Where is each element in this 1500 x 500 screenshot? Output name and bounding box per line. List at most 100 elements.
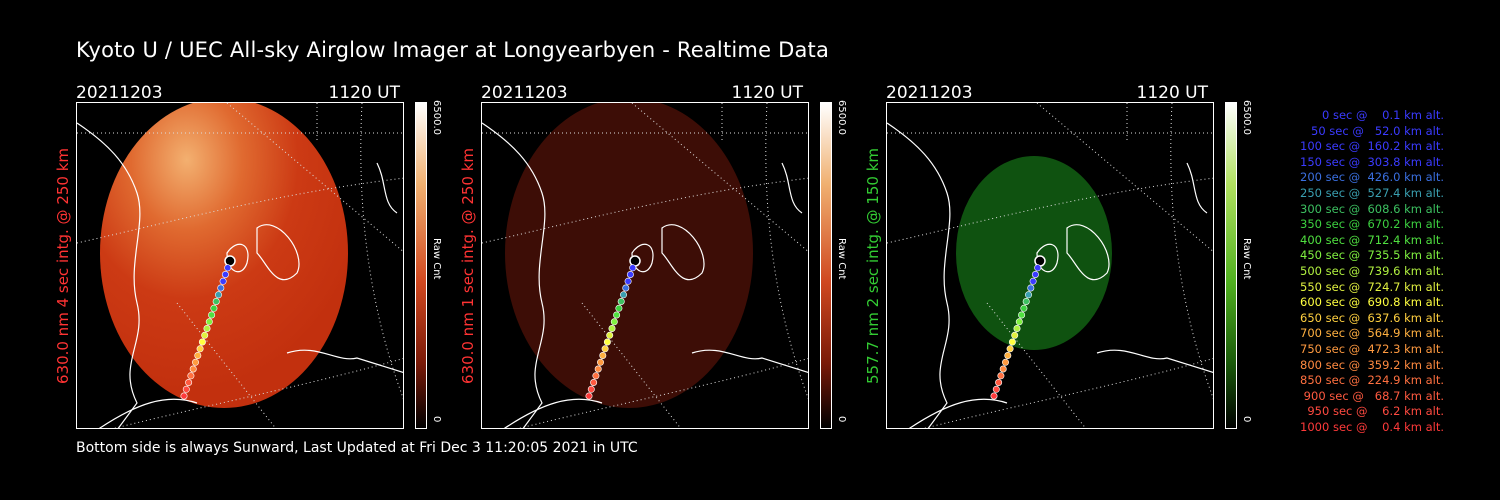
trajectory-point: [1013, 325, 1021, 333]
legend-item: 0 sec @ 0.1 km alt.: [1311, 108, 1444, 122]
legend-item: 250 sec @ 527.4 km alt.: [1296, 185, 1444, 200]
legend-item: 550 sec @ 724.7 km alt.: [1296, 279, 1444, 294]
trajectory-point: [194, 352, 202, 360]
trajectory-point: [626, 271, 634, 279]
legend-item: 850 sec @ 224.9 km alt.: [1296, 373, 1444, 388]
panel-2-image: [481, 102, 809, 429]
trajectory-point: [624, 277, 632, 285]
trajectory-point: [597, 358, 605, 366]
trajectory-point: [629, 264, 637, 272]
airglow-ellipse: [505, 103, 753, 408]
trajectory-point: [189, 365, 197, 373]
panel-3-colorbar: [1225, 102, 1237, 429]
trajectory-point: [997, 372, 1005, 380]
legend-item: 800 sec @ 359.2 km alt.: [1296, 357, 1444, 372]
legend-item: 1000 sec @ 0.4 km alt.: [1300, 419, 1444, 434]
trajectory-point: [180, 392, 188, 400]
panel-2-colorbar-max: 6500.0: [836, 100, 847, 135]
trajectory-point: [215, 291, 223, 299]
trajectory-point: [990, 392, 998, 400]
page-title: Kyoto U / UEC All-sky Airglow Imager at …: [76, 38, 830, 62]
panel-2-date: 20211203: [481, 83, 568, 103]
legend-item: 50 sec @ 52.0 km alt.: [1303, 123, 1444, 138]
trajectory-point: [592, 372, 600, 380]
trajectory-point: [617, 298, 625, 306]
panel-1-time: 1120 UT: [328, 83, 401, 103]
panel-3-side-label-box: 557.7 nm 2 sec intg. @ 150 km: [862, 102, 884, 429]
trajectory-point: [1025, 291, 1033, 299]
trajectory-point: [208, 311, 216, 319]
trajectory-point: [224, 255, 236, 267]
trajectory-point: [212, 298, 220, 306]
legend-item: 900 sec @ 68.7 km alt.: [1300, 388, 1444, 403]
trajectory-point: [1022, 298, 1030, 306]
legend-item: 650 sec @ 637.6 km alt.: [1296, 310, 1444, 325]
panel-3-image: [886, 102, 1214, 429]
trajectory-point: [1002, 358, 1010, 366]
trajectory-point: [1029, 277, 1037, 285]
legend-item: 200 sec @ 426.0 km alt.: [1296, 170, 1444, 185]
legend-item: 450 sec @ 735.5 km alt.: [1296, 248, 1444, 263]
trajectory-point: [992, 385, 1000, 393]
airglow-ellipse: [956, 156, 1112, 350]
legend-item: 700 sec @ 564.9 km alt.: [1296, 326, 1444, 341]
trajectory-point: [1020, 304, 1028, 312]
legend-item: 600 sec @ 690.8 km alt.: [1296, 295, 1444, 310]
panel-2-side-label-box: 630.0 nm 1 sec intg. @ 250 km: [457, 102, 479, 429]
trajectory-point: [1018, 311, 1026, 319]
trajectory-point: [622, 284, 630, 292]
trajectory-point: [594, 365, 602, 373]
legend-item: 500 sec @ 739.6 km alt.: [1296, 263, 1444, 278]
trajectory-point: [606, 331, 614, 339]
trajectory-point: [219, 277, 227, 285]
panel-1-date: 20211203: [76, 83, 163, 103]
legend-item: 100 sec @ 160.2 km alt.: [1296, 139, 1444, 154]
trajectory-point: [1004, 352, 1012, 360]
trajectory-point: [620, 291, 628, 299]
panel-1-side-label-box: 630.0 nm 4 sec intg. @ 250 km: [52, 102, 74, 429]
legend-item: 750 sec @ 472.3 km alt.: [1296, 341, 1444, 356]
legend-item: 950 sec @ 6.2 km alt.: [1303, 404, 1444, 419]
panel-1-colorbar: [415, 102, 427, 429]
trajectory-point: [1034, 255, 1046, 267]
panel-1-colorbar-max: 6500.0: [431, 100, 442, 135]
airglow-ellipse: [100, 103, 348, 408]
panel-3-date: 20211203: [886, 83, 973, 103]
legend-item: 350 sec @ 670.2 km alt.: [1296, 217, 1444, 232]
legend-item: 400 sec @ 712.4 km alt.: [1296, 232, 1444, 247]
trajectory-point: [590, 378, 598, 386]
trajectory-point: [210, 304, 218, 312]
panel-2-time: 1120 UT: [731, 83, 804, 103]
trajectory-point: [182, 385, 190, 393]
panel-2-side-label: 630.0 nm 1 sec intg. @ 250 km: [459, 147, 477, 384]
trajectory-point: [603, 338, 611, 346]
trajectory-point: [587, 385, 595, 393]
trajectory-point: [585, 392, 593, 400]
trajectory-point: [1011, 331, 1019, 339]
panel-3-allsky-image: [887, 103, 1213, 428]
trajectory-point: [1006, 345, 1014, 353]
trajectory-point: [610, 318, 618, 326]
coastline: [887, 122, 1213, 428]
panel-1-colorbar-label: Raw Cnt: [431, 238, 442, 280]
panel-1-image: [76, 102, 404, 429]
panel-1-allsky-image: [77, 103, 403, 428]
trajectory-point: [203, 325, 211, 333]
panel-3-side-label: 557.7 nm 2 sec intg. @ 150 km: [864, 147, 882, 384]
trajectory-point: [613, 311, 621, 319]
coastline: [482, 122, 808, 428]
panel-1-side-label: 630.0 nm 4 sec intg. @ 250 km: [54, 147, 72, 384]
panel-2-allsky-image: [482, 103, 808, 428]
trajectory-point: [1008, 338, 1016, 346]
trajectory-point: [224, 264, 232, 272]
trajectory-point: [198, 338, 206, 346]
trajectory-point: [192, 358, 200, 366]
panel-2-colorbar-min: 0: [836, 416, 847, 423]
panel-2-colorbar: [820, 102, 832, 429]
trajectory-point: [187, 372, 195, 380]
trajectory-point: [995, 378, 1003, 386]
trajectory-point: [1015, 318, 1023, 326]
coastline: [77, 122, 403, 428]
trajectory-point: [1027, 284, 1035, 292]
panel-3-time: 1120 UT: [1136, 83, 1209, 103]
